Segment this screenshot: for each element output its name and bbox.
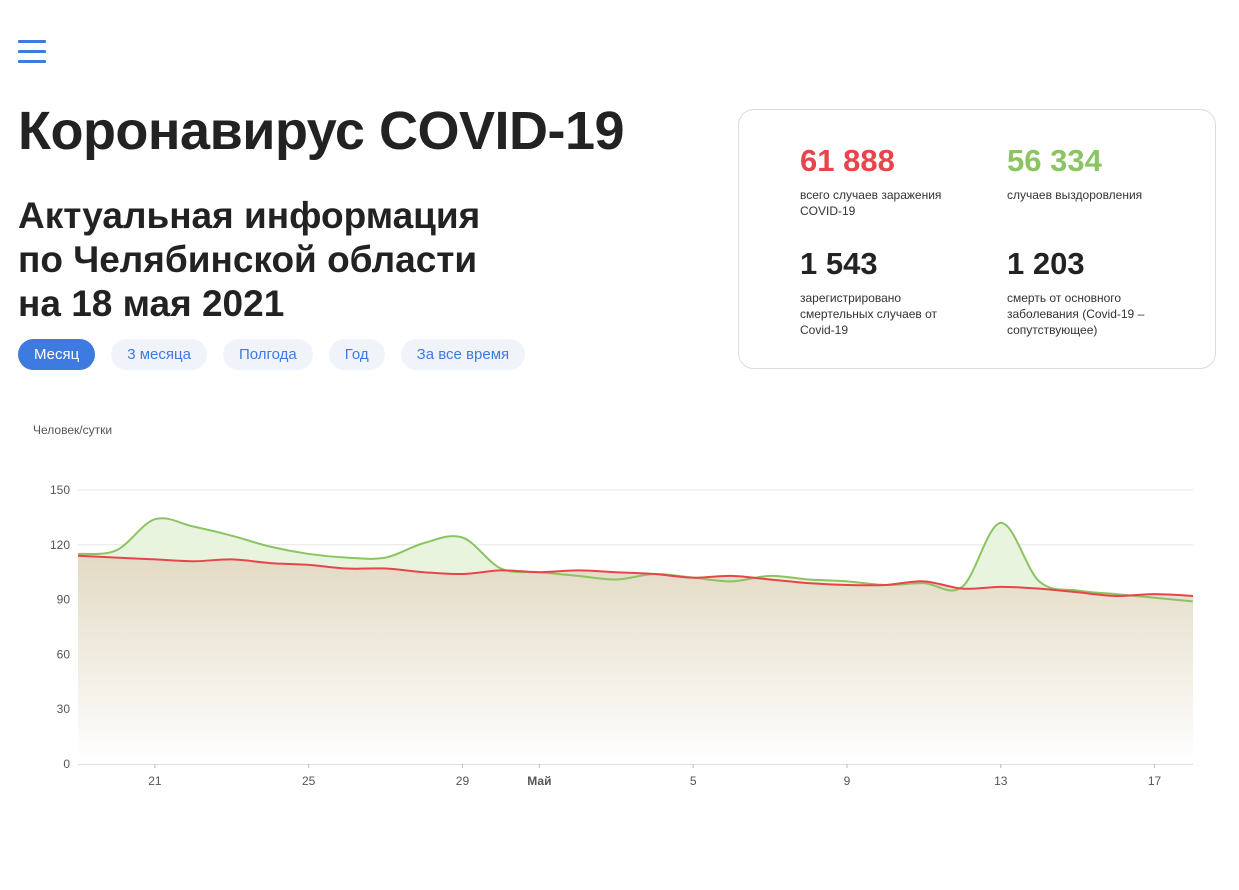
stat: 1 203 смерть от основного заболевания (Co…	[1007, 246, 1167, 338]
y-axis-title: Человек/сутки	[33, 423, 112, 437]
series-line	[77, 517, 1194, 603]
x-tick-label: 25	[302, 774, 316, 788]
menu-button[interactable]	[18, 40, 46, 64]
x-tick-label: 5	[690, 774, 697, 788]
page-title: Коронавирус COVID-19	[18, 101, 625, 161]
area-fill	[78, 555, 1193, 764]
stat: 1 543 зарегистрировано смертельных случае…	[800, 246, 960, 338]
subtitle: Актуальная информация по Челябинской обла…	[18, 194, 480, 326]
x-tick-label: 21	[148, 774, 162, 788]
y-tick-label: 0	[63, 757, 70, 771]
y-tick-label: 120	[50, 538, 70, 552]
subtitle-line: Актуальная информация	[18, 195, 481, 236]
stat-value: 1 543	[800, 246, 878, 281]
filter-button[interactable]: За все время	[400, 339, 526, 370]
stats-card: 61 888 всего случаев заражения COVID-19 56…	[738, 109, 1216, 369]
x-tick-label: Май	[527, 774, 551, 788]
stat-value: 56 334	[1007, 143, 1102, 178]
stat-label: смерть от основного заболевания (Covid-1…	[1007, 291, 1145, 337]
filter-button[interactable]: Месяц	[18, 339, 96, 370]
series-line	[77, 554, 1194, 597]
y-tick-label: 90	[57, 593, 71, 607]
stat-label: всего случаев заражения COVID-19	[800, 188, 942, 218]
stat: 61 888 всего случаев заражения COVID-19	[800, 143, 960, 219]
stat: 56 334 случаев выздоровления	[1007, 143, 1167, 203]
x-tick-label: 13	[994, 774, 1008, 788]
filter-button[interactable]: Полгода	[222, 339, 313, 370]
stat-label: случаев выздоровления	[1007, 188, 1143, 202]
stat-value: 61 888	[800, 143, 895, 178]
x-tick-label: 9	[844, 774, 851, 788]
subtitle-line: на 18 мая 2021	[18, 283, 285, 324]
x-tick-label: 17	[1148, 774, 1162, 788]
subtitle-line: по Челябинской области	[18, 239, 478, 280]
stat-label: зарегистрировано смертельных случаев от …	[800, 291, 938, 337]
y-tick-label: 150	[50, 483, 70, 497]
stat-value: 1 203	[1007, 246, 1085, 281]
filter-button[interactable]: 3 месяца	[111, 339, 207, 370]
period-filters: Месяц 3 месяца Полгода Год За все время	[18, 339, 526, 370]
filter-button[interactable]: Год	[328, 339, 385, 370]
x-tick-label: 29	[456, 774, 470, 788]
y-tick-label: 60	[57, 647, 71, 661]
y-tick-label: 30	[57, 702, 71, 716]
